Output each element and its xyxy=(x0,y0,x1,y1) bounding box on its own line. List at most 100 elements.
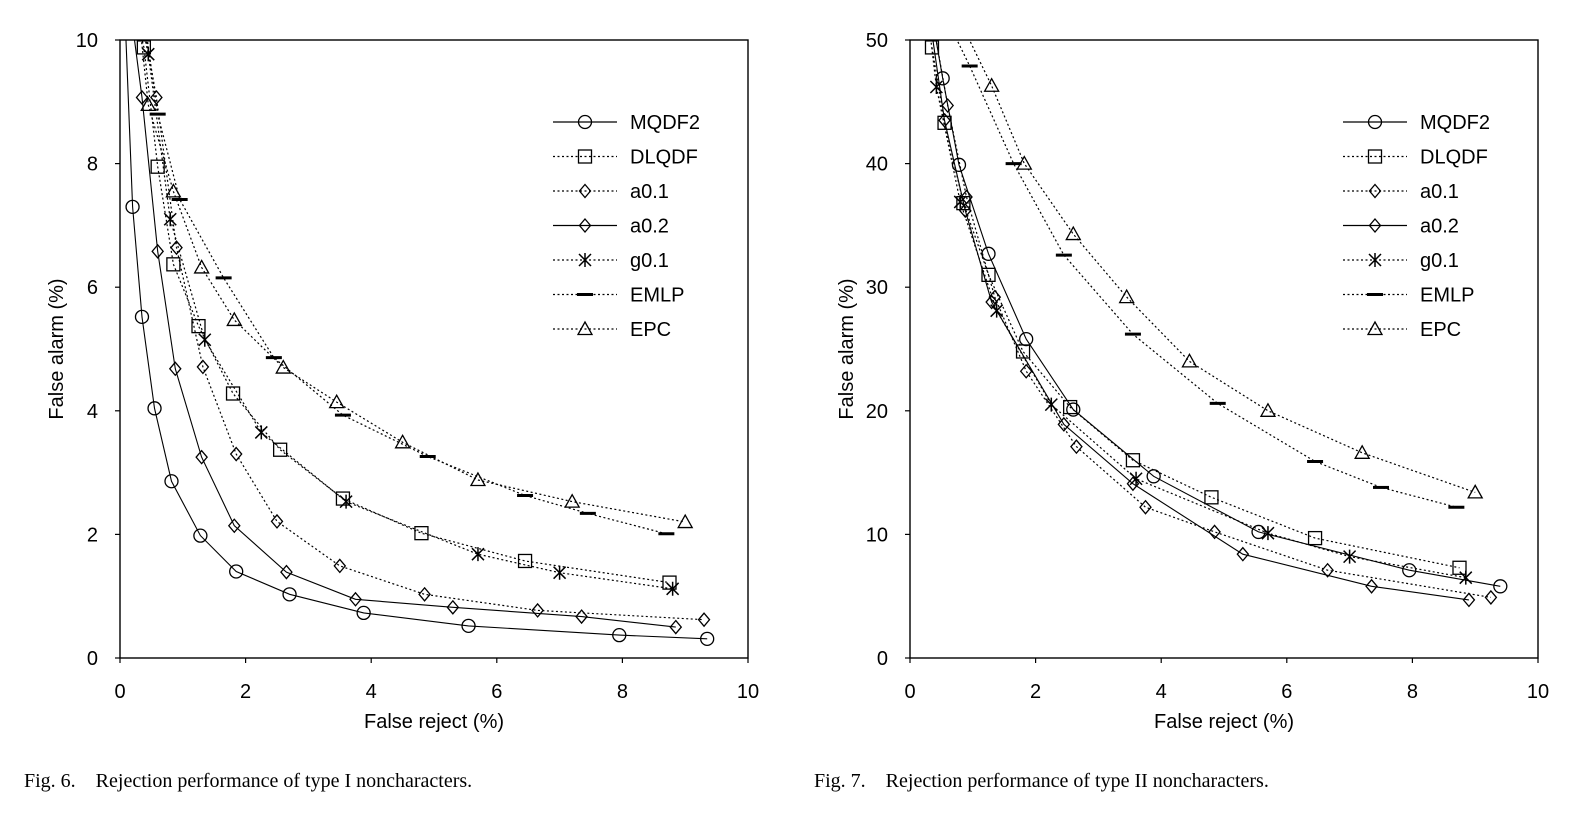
point-a0.2-4 xyxy=(1057,416,1071,432)
legend-label: DLQDF xyxy=(1420,147,1488,169)
point-a0.2-3 xyxy=(985,294,998,310)
point-mqdf2-7 xyxy=(282,587,297,602)
legend-entry-mqdf2: MQDF2 xyxy=(1343,112,1490,134)
series-line-g0.1 xyxy=(930,40,1466,579)
point-dlqdf-3 xyxy=(166,257,181,272)
point-dlqdf-4 xyxy=(1015,344,1031,359)
point-epc-8 xyxy=(1467,484,1484,499)
y-tick-label: 40 xyxy=(866,154,888,176)
legend-entry-epc: EPC xyxy=(553,319,671,341)
y-axis-label: False alarm (%) xyxy=(836,278,858,419)
point-g0.1-3 xyxy=(198,332,212,347)
series-line-a0.2 xyxy=(932,40,1469,601)
point-g0.1-7 xyxy=(1343,549,1357,564)
point-a0.2-6 xyxy=(280,564,293,580)
chart-type-2: 0 2 4 6 8 10 0 10 20 30 40 50 False reject (%) False … xyxy=(836,30,1549,733)
point-a0.2-9 xyxy=(575,609,588,625)
x-tick-label: 8 xyxy=(1407,681,1418,703)
point-dlqdf-2 xyxy=(956,196,971,211)
series-line-mqdf2 xyxy=(935,40,1501,587)
x-tick-label: 2 xyxy=(240,681,251,703)
legend-marker xyxy=(1368,253,1382,267)
point-a0.1-6 xyxy=(1139,499,1152,515)
y-tick-label: 2 xyxy=(87,524,98,546)
y-tick-label: 8 xyxy=(87,154,98,176)
point-dlqdf-8 xyxy=(414,526,429,541)
point-g0.1-1 xyxy=(141,47,155,62)
point-dlqdf-4 xyxy=(191,318,206,334)
legend-marker xyxy=(576,320,594,336)
point-g0.1-5 xyxy=(1129,471,1143,486)
plot-area xyxy=(125,40,708,640)
legend-label: a0.2 xyxy=(630,216,669,238)
y-axis-label: False alarm (%) xyxy=(46,278,68,419)
y-tick-label: 20 xyxy=(866,401,888,423)
legend-label: g0.1 xyxy=(1420,250,1459,272)
series-line-epc xyxy=(140,40,686,523)
x-tick-label: 10 xyxy=(1527,681,1549,703)
legend-marker xyxy=(1368,217,1382,234)
point-a0.2-10 xyxy=(669,619,683,635)
legend-label: g0.1 xyxy=(630,250,669,272)
x-tick-label: 0 xyxy=(114,681,125,703)
point-dlqdf-9 xyxy=(1452,560,1467,575)
point-g0.1-4 xyxy=(254,425,268,440)
point-a0.2-8 xyxy=(446,599,460,615)
legend-marker xyxy=(578,183,592,199)
legend-marker xyxy=(1366,320,1384,336)
point-epc-4 xyxy=(1118,288,1135,304)
markers xyxy=(125,40,715,646)
point-mqdf2-5 xyxy=(193,528,208,543)
point-dlqdf-1 xyxy=(136,40,152,55)
point-g0.1-6 xyxy=(1261,526,1275,541)
series-line-a0.1 xyxy=(935,40,1491,598)
legend-entry-dlqdf: DLQDF xyxy=(1343,147,1488,169)
point-mqdf2-2 xyxy=(951,157,967,172)
point-epc-1 xyxy=(140,96,157,112)
point-a0.2-7 xyxy=(1365,578,1378,594)
point-a0.2-1 xyxy=(938,112,951,128)
x-tick-label: 8 xyxy=(617,681,628,703)
legend-marker xyxy=(578,253,592,267)
legend-label: EPC xyxy=(630,319,671,341)
point-g0.1-3 xyxy=(990,303,1004,318)
x-tick-label: 4 xyxy=(1156,681,1167,703)
legend-marker xyxy=(1367,149,1383,164)
y-tick-label: 10 xyxy=(866,524,888,546)
legend-entry-dlqdf: DLQDF xyxy=(553,147,698,169)
point-dlqdf-10 xyxy=(662,575,677,590)
plot-frame xyxy=(909,39,1539,659)
point-dlqdf-0 xyxy=(924,40,940,55)
point-epc-1 xyxy=(983,77,1000,92)
point-a0.1-2 xyxy=(170,240,183,256)
plot-area xyxy=(930,40,1501,601)
point-a0.1-1 xyxy=(941,98,955,114)
point-mqdf2-11 xyxy=(700,631,715,646)
legend-marker xyxy=(578,217,592,234)
x-tick-label: 4 xyxy=(366,681,377,703)
point-a0.2-7 xyxy=(349,591,362,607)
point-a0.1-2 xyxy=(960,189,973,205)
point-a0.1-9 xyxy=(1484,589,1498,605)
point-a0.1-3 xyxy=(196,359,210,375)
point-a0.1-8 xyxy=(531,602,544,618)
series-line-emlp xyxy=(146,40,667,535)
point-epc-6 xyxy=(328,393,345,409)
x-tick-label: 6 xyxy=(1281,681,1292,703)
figure-6-caption: Fig. 6. Rejection performance of type I … xyxy=(24,770,473,792)
point-g0.1-6 xyxy=(471,547,485,562)
legend-marker xyxy=(577,114,593,130)
point-mqdf2-4 xyxy=(164,474,179,489)
point-epc-7 xyxy=(394,433,411,449)
point-epc-9 xyxy=(564,493,581,508)
figure-7-caption: Fig. 7. Rejection performance of type II… xyxy=(814,770,1269,792)
x-axis-label: False reject (%) xyxy=(364,711,504,733)
y-tick-label: 50 xyxy=(866,30,888,52)
legend-label: EMLP xyxy=(1420,285,1474,307)
point-mqdf2-2 xyxy=(134,309,150,325)
series-line-epc xyxy=(968,40,1476,493)
point-mqdf2-6 xyxy=(1146,469,1161,484)
legend-marker xyxy=(1367,114,1383,130)
point-a0.2-1 xyxy=(135,89,149,105)
legend-entry-epc: EPC xyxy=(1343,319,1461,341)
